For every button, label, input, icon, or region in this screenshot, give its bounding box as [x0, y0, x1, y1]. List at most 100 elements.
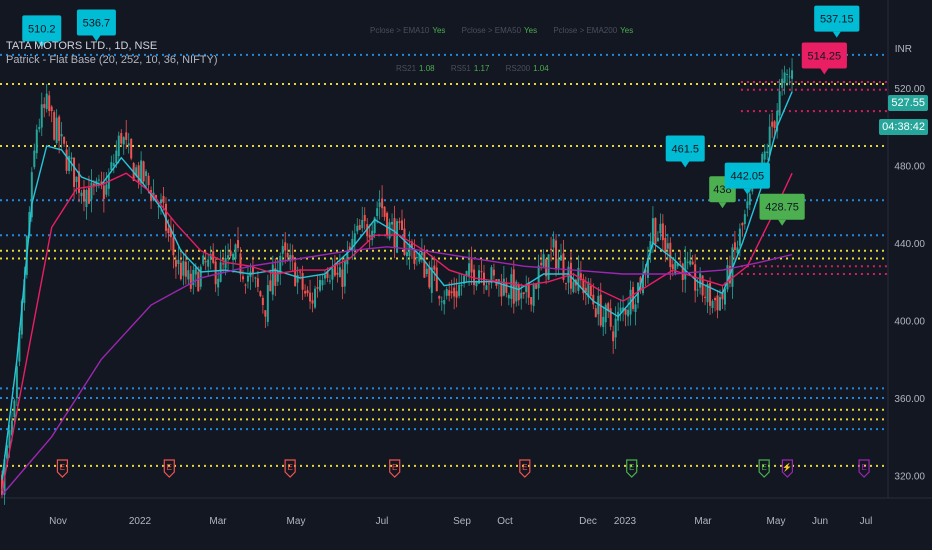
y-tick-label: 400.00	[894, 317, 925, 328]
candle-body	[719, 297, 722, 311]
ema-status-row: Pclose > EMA10 Yes Pclose > EMA50 Yes Pclo…	[370, 26, 647, 35]
candle-body	[63, 136, 66, 144]
candle-body	[194, 267, 197, 275]
candle-body	[463, 275, 466, 284]
ema-label: Pclose > EMA200	[553, 26, 618, 35]
candle-body	[505, 282, 508, 293]
price-marker-pointer	[832, 31, 841, 38]
candle-body	[592, 294, 595, 305]
candle-body	[584, 287, 587, 293]
candle-body	[53, 112, 56, 140]
candle-body	[589, 286, 592, 297]
candle-body	[552, 238, 555, 248]
candle-body	[475, 281, 478, 287]
candle-body	[656, 237, 659, 242]
candle-body	[246, 275, 249, 282]
candle-body	[458, 284, 461, 296]
candle-body	[738, 228, 741, 246]
candle-body	[515, 281, 518, 302]
candle-body	[97, 179, 100, 181]
candle-body	[82, 189, 85, 202]
candle-body	[232, 253, 235, 260]
time-axis[interactable]: Nov 2022 Mar May Jul Sep Oct Dec 2023 Mar May Jun Ju…	[49, 516, 872, 527]
candle-body	[217, 278, 220, 288]
moving-average-line	[1, 172, 793, 492]
price-marker-box	[814, 5, 860, 32]
candle-body	[326, 271, 329, 279]
candle-body	[761, 153, 764, 171]
price-marker-pointer	[718, 202, 727, 209]
candle-body	[87, 187, 90, 204]
candle-body	[169, 228, 172, 238]
candle-body	[68, 155, 71, 171]
candle-body	[306, 290, 309, 294]
ema-value: Yes	[432, 26, 446, 35]
candle-body	[112, 163, 115, 167]
candle-body	[229, 250, 232, 256]
ema-label: Pclose > EMA50	[461, 26, 522, 35]
indicator-title[interactable]: Patrick - Flat Base (20, 252, 10, 36, NI…	[6, 54, 218, 66]
candle-body	[604, 304, 607, 323]
event-marker-symbol: E	[761, 463, 766, 472]
price-axis[interactable]: 320.00 360.00 400.00 440.00 480.00 520.00	[894, 84, 925, 483]
rs-value: 1.04	[533, 64, 549, 73]
candle-body	[192, 270, 195, 286]
candle-body	[50, 106, 53, 112]
candle-body	[80, 192, 83, 197]
candle-body	[403, 228, 406, 255]
candle-body	[435, 267, 438, 292]
candle-body	[130, 138, 133, 159]
candle-body	[160, 199, 163, 204]
candle-body	[271, 264, 274, 295]
ema-label: Pclose > EMA10	[370, 26, 430, 35]
candle-body	[43, 104, 46, 108]
candle-body	[182, 261, 185, 276]
candle-body	[269, 280, 272, 292]
candle-body	[550, 248, 553, 251]
event-marker: E	[858, 459, 870, 478]
x-tick-label: Mar	[209, 516, 227, 527]
price-marker: 461.5	[665, 135, 705, 168]
candle-body	[540, 262, 543, 266]
candle-body	[743, 214, 746, 225]
candle-body	[766, 151, 769, 154]
price-marker-pointer	[778, 219, 787, 226]
candle-body	[400, 220, 403, 230]
candle-body	[202, 255, 205, 265]
event-marker: E	[758, 459, 770, 478]
price-marker-pointer	[820, 68, 829, 75]
candle-body	[361, 220, 364, 229]
candle-body	[251, 266, 254, 274]
candle-body	[788, 76, 791, 78]
moving-averages	[1, 91, 793, 496]
candle-body	[455, 291, 458, 298]
candle-body	[227, 255, 230, 259]
event-marker-shape	[163, 459, 175, 478]
candle-body	[294, 262, 297, 287]
candle-body	[314, 288, 317, 308]
candle-body	[502, 278, 505, 296]
candle-body	[542, 254, 545, 267]
candle-body	[723, 288, 726, 305]
candle-body	[331, 268, 334, 280]
event-marker-symbol: E	[629, 463, 634, 472]
candle-body	[167, 228, 170, 234]
candle-body	[209, 254, 212, 259]
candle-body	[587, 281, 590, 298]
candle-body	[791, 70, 794, 79]
event-marker-shape	[519, 459, 531, 478]
price-marker-label: 510.2	[28, 23, 56, 35]
candle-body	[674, 261, 677, 275]
candle-body	[614, 318, 617, 338]
candle-body	[125, 132, 128, 140]
candle-body	[321, 280, 324, 286]
event-marker-symbol: E	[522, 463, 527, 472]
candle-body	[776, 110, 779, 132]
price-marker-label: 514.25	[808, 50, 842, 62]
candle-body	[316, 287, 319, 289]
candle-body	[38, 126, 41, 130]
candle-body	[73, 157, 76, 187]
candle-body	[351, 238, 354, 251]
candle-body	[443, 300, 446, 305]
